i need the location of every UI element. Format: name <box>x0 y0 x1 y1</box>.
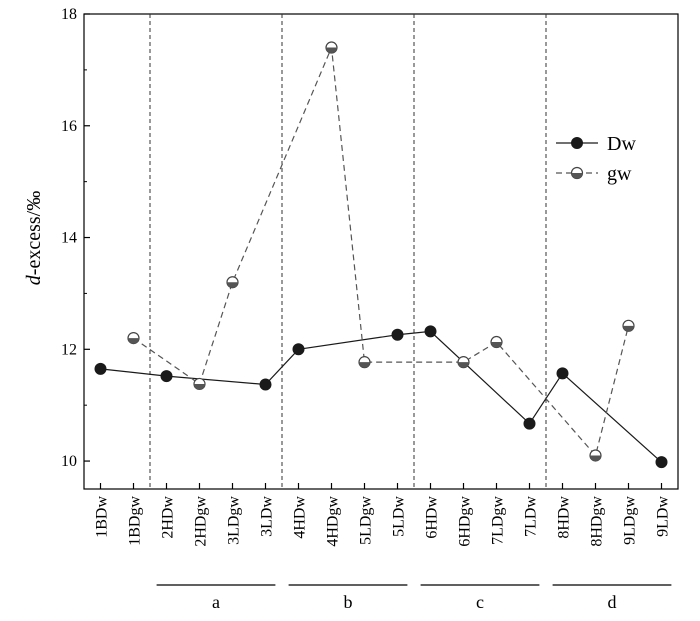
series-gw <box>127 41 635 462</box>
group-label: d <box>608 592 617 612</box>
y-axis-label: d-excess/‰ <box>23 191 45 285</box>
x-tick-label: 6HDw <box>424 496 441 539</box>
x-tick-label: 4HDw <box>292 496 309 539</box>
x-tick-label: 5LDgw <box>358 496 375 545</box>
series-Dw <box>94 325 668 469</box>
x-tick-label: 3LDw <box>259 496 276 537</box>
x-tick-label: 1BDw <box>94 496 111 538</box>
x-tick-label: 2HDgw <box>193 496 210 547</box>
point-marker <box>292 343 305 356</box>
point-marker-fill <box>458 362 469 368</box>
x-tick-label: 4HDgw <box>325 496 342 547</box>
point-marker <box>391 328 404 341</box>
y-tick-label: 16 <box>61 118 77 135</box>
group-label: b <box>344 592 353 612</box>
group-separators <box>149 14 547 489</box>
point-marker-fill <box>623 325 634 332</box>
point-marker-fill <box>359 362 370 368</box>
y-axis-label-italic: d <box>23 274 45 285</box>
x-tick-label: 9LDw <box>655 496 672 537</box>
x-tick-label: 7LDgw <box>490 496 507 545</box>
series-line-gw <box>133 47 630 457</box>
x-tick-label: 8HDgw <box>589 496 606 547</box>
point-marker-fill <box>571 173 583 179</box>
point-marker <box>571 137 583 149</box>
x-tick-label: 8HDw <box>556 496 573 539</box>
group-label: c <box>476 592 484 612</box>
point-marker <box>523 417 536 430</box>
point-marker-fill <box>590 455 601 461</box>
axes: 10 12 14 16 18 <box>61 6 679 490</box>
y-tick-label: 18 <box>61 6 77 23</box>
y-tick-label: 12 <box>61 341 77 358</box>
x-tick-label: 2HDw <box>160 496 177 539</box>
y-axis-label-rest: -excess/‰ <box>23 191 45 275</box>
series-line-Dw <box>100 330 662 463</box>
point-marker <box>655 456 668 469</box>
point-marker <box>160 370 173 383</box>
point-marker-fill <box>194 383 205 390</box>
point-marker-fill <box>128 338 139 344</box>
point-marker-fill <box>491 342 502 348</box>
point-marker-fill <box>326 47 337 54</box>
group-labels: a b c d <box>156 584 672 612</box>
x-tick-label: 7LDw <box>523 496 540 537</box>
x-tick-label: 5LDw <box>391 496 408 537</box>
x-tick-label: 3LDgw <box>226 496 243 545</box>
x-tick-label: 1BDgw <box>127 496 144 546</box>
point-marker <box>556 367 569 380</box>
y-tick-label: 10 <box>61 453 77 470</box>
series-layer <box>94 41 668 469</box>
plot-frame <box>83 13 679 490</box>
point-marker <box>424 325 437 338</box>
x-tick-labels: 1BDw 1BDgw 2HDw 2HDgw 3LDgw 3LDw 4HDw 4HDgw 5LDg… <box>94 496 672 547</box>
legend-label-gw: gw <box>607 163 632 185</box>
x-tick-label: 6HDgw <box>457 496 474 547</box>
point-marker <box>259 378 272 391</box>
point-marker-fill <box>227 282 238 288</box>
group-label: a <box>212 592 220 612</box>
point-marker <box>94 362 107 375</box>
y-tick-label: 14 <box>61 230 77 247</box>
x-tick-label: 9LDgw <box>622 496 639 545</box>
legend: Dw gw <box>556 133 636 185</box>
legend-label-Dw: Dw <box>607 133 636 155</box>
